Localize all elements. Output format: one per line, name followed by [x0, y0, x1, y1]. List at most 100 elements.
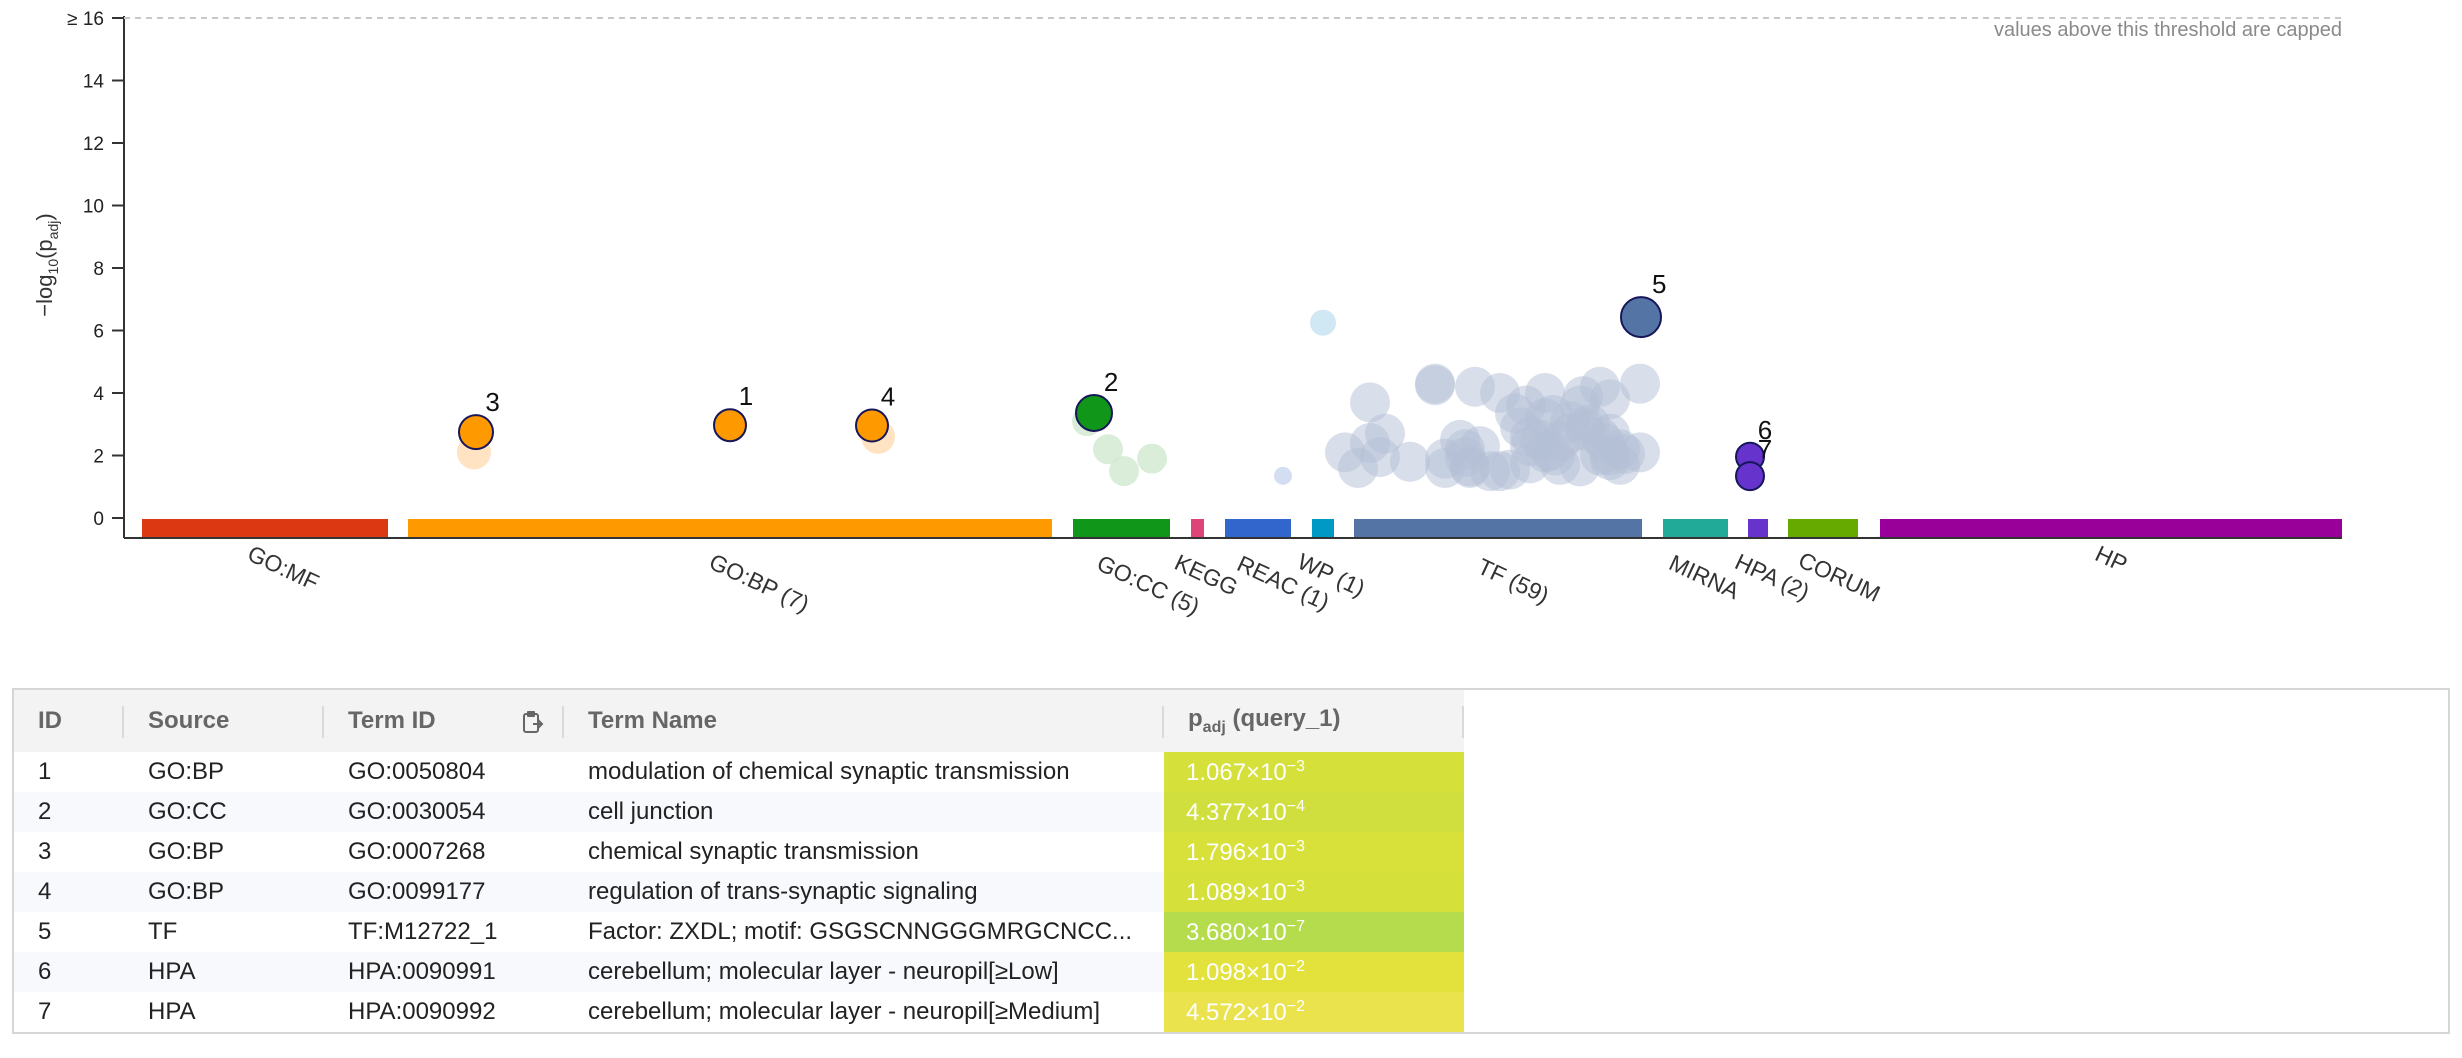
- table-row[interactable]: 1 GO:BP GO:0050804 modulation of chemical s…: [14, 752, 1464, 792]
- table-row[interactable]: 5 TF TF:M12722_1 Factor: ZXDL; motif: GSGSC…: [14, 912, 1464, 952]
- table-row[interactable]: 4 GO:BP GO:0099177 regulation of trans-syna…: [14, 872, 1464, 912]
- y-tick-label: 14: [83, 72, 105, 93]
- table-row[interactable]: 7 HPA HPA:0090992 cerebellum; molecular lay…: [14, 992, 1464, 1032]
- source-label: GO:BP (7): [705, 548, 813, 617]
- highlighted-point-5[interactable]: [1620, 296, 1662, 339]
- source-bar-go-cc[interactable]: [1073, 519, 1170, 537]
- faded-point[interactable]: [1390, 441, 1430, 482]
- source-bar-mirna[interactable]: [1663, 519, 1728, 537]
- highlighted-point-1[interactable]: [713, 408, 747, 443]
- cell-source: HPA: [148, 958, 196, 985]
- y-tick-label: 10: [83, 197, 104, 218]
- source-label: GO:MF: [244, 540, 323, 595]
- highlighted-point-3[interactable]: [458, 414, 494, 451]
- point-label: 3: [485, 387, 499, 417]
- source-bar-hp[interactable]: [1880, 519, 2342, 537]
- clipboard-icon[interactable]: [522, 710, 544, 734]
- cell-term-name: cerebellum; molecular layer - neuropil[≥…: [588, 958, 1059, 985]
- faded-point[interactable]: [1310, 309, 1336, 336]
- faded-point[interactable]: [1274, 466, 1292, 485]
- padj-mantissa: 3.680×10: [1186, 918, 1287, 946]
- table-row[interactable]: 6 HPA HPA:0090991 cerebellum; molecular lay…: [14, 952, 1464, 992]
- faded-point[interactable]: [1137, 443, 1167, 474]
- header-term-name[interactable]: Term Name: [564, 690, 1164, 752]
- cell-padj: 1.098×10−2: [1164, 952, 1464, 992]
- source-bar-tf[interactable]: [1354, 519, 1642, 537]
- y-tick-label: 12: [83, 134, 104, 155]
- faded-point[interactable]: [1525, 432, 1565, 473]
- cell-id: 5: [38, 918, 52, 945]
- faded-point[interactable]: [1109, 456, 1139, 487]
- faded-point[interactable]: [1490, 449, 1530, 490]
- highlighted-point-2[interactable]: [1075, 394, 1113, 432]
- point-label: 4: [881, 382, 895, 412]
- faded-point[interactable]: [1365, 413, 1405, 454]
- header-padj-sub: adj: [1202, 718, 1226, 736]
- padj-exponent: −4: [1286, 797, 1306, 815]
- cell-term-name: chemical synaptic transmission: [588, 838, 919, 865]
- cell-term-name: modulation of chemical synaptic transmis…: [588, 758, 1070, 785]
- faded-point[interactable]: [1450, 448, 1490, 488]
- padj-mantissa: 1.796×10: [1186, 838, 1287, 866]
- faded-points: [457, 309, 1660, 492]
- source-bars: [142, 519, 2342, 537]
- faded-point[interactable]: [1480, 373, 1520, 413]
- cell-padj: 4.377×10−4: [1164, 792, 1464, 832]
- source-bar-reac[interactable]: [1225, 519, 1291, 537]
- header-padj-query: (query_1): [1225, 705, 1341, 733]
- source-bar-go-bp[interactable]: [408, 519, 1052, 537]
- cell-id: 2: [38, 798, 52, 825]
- point-label: 6: [1758, 415, 1772, 445]
- point-label: 2: [1104, 367, 1118, 397]
- table-row[interactable]: 3 GO:BP GO:0007268 chemical synaptic transm…: [14, 832, 1464, 872]
- faded-point[interactable]: [1338, 448, 1378, 488]
- highlighted-point-4[interactable]: [855, 408, 889, 443]
- results-table: ID Source Term ID Term Name padj (query_…: [14, 690, 1464, 1032]
- padj-mantissa: 1.067×10: [1186, 758, 1287, 786]
- y-tick-label: 2: [93, 447, 104, 468]
- cell-term-id: HPA:0090991: [348, 958, 496, 985]
- highlighted-point-7[interactable]: [1735, 461, 1765, 492]
- source-label: HP: [2091, 540, 2131, 577]
- cell-term-id: HPA:0090992: [348, 998, 496, 1025]
- cell-source: GO:BP: [148, 878, 225, 905]
- header-source[interactable]: Source: [124, 690, 324, 752]
- faded-point[interactable]: [1620, 363, 1660, 404]
- cell-term-name: Factor: ZXDL; motif: GSGSCNNGGGMRGCNCC..…: [588, 918, 1133, 945]
- faded-point[interactable]: [1350, 382, 1390, 423]
- padj-exponent: −3: [1286, 877, 1306, 895]
- header-id[interactable]: ID: [14, 690, 124, 752]
- cell-padj: 1.067×10−3: [1164, 752, 1464, 792]
- cell-term-id: GO:0007268: [348, 838, 486, 865]
- cell-term-name: cell junction: [588, 798, 714, 825]
- padj-exponent: −3: [1286, 757, 1306, 775]
- header-padj[interactable]: padj (query_1): [1164, 690, 1464, 752]
- source-bar-corum[interactable]: [1788, 519, 1858, 537]
- y-axis-label: −log10(padj): [32, 213, 61, 316]
- cell-source: GO:BP: [148, 758, 225, 785]
- source-bar-wp[interactable]: [1312, 519, 1334, 537]
- point-label: 5: [1652, 269, 1666, 299]
- padj-mantissa: 1.098×10: [1186, 958, 1287, 986]
- point-label: 7: [1758, 434, 1772, 464]
- cell-id: 7: [38, 998, 52, 1025]
- source-bar-go-mf[interactable]: [142, 519, 388, 537]
- faded-point[interactable]: [1415, 365, 1455, 406]
- padj-exponent: −2: [1286, 957, 1306, 975]
- faded-point[interactable]: [1093, 434, 1123, 465]
- cell-term-id: TF:M12722_1: [348, 918, 498, 945]
- table-row[interactable]: 2 GO:CC GO:0030054 cell junction 4.377×10−4: [14, 792, 1464, 832]
- padj-exponent: −2: [1286, 997, 1306, 1015]
- source-bar-hpa[interactable]: [1748, 519, 1768, 537]
- y-tick-label: 8: [93, 259, 104, 280]
- header-term-id[interactable]: Term ID: [324, 690, 564, 752]
- source-bar-kegg[interactable]: [1191, 519, 1204, 537]
- padj-exponent: −7: [1286, 917, 1306, 935]
- source-label: MIRNA: [1665, 549, 1744, 604]
- threshold-note: values above this threshold are capped: [1994, 19, 2342, 41]
- cell-term-id: GO:0099177: [348, 878, 486, 905]
- results-table-panel: ID Source Term ID Term Name padj (query_…: [12, 688, 2450, 1034]
- cell-padj: 4.572×10−2: [1164, 992, 1464, 1032]
